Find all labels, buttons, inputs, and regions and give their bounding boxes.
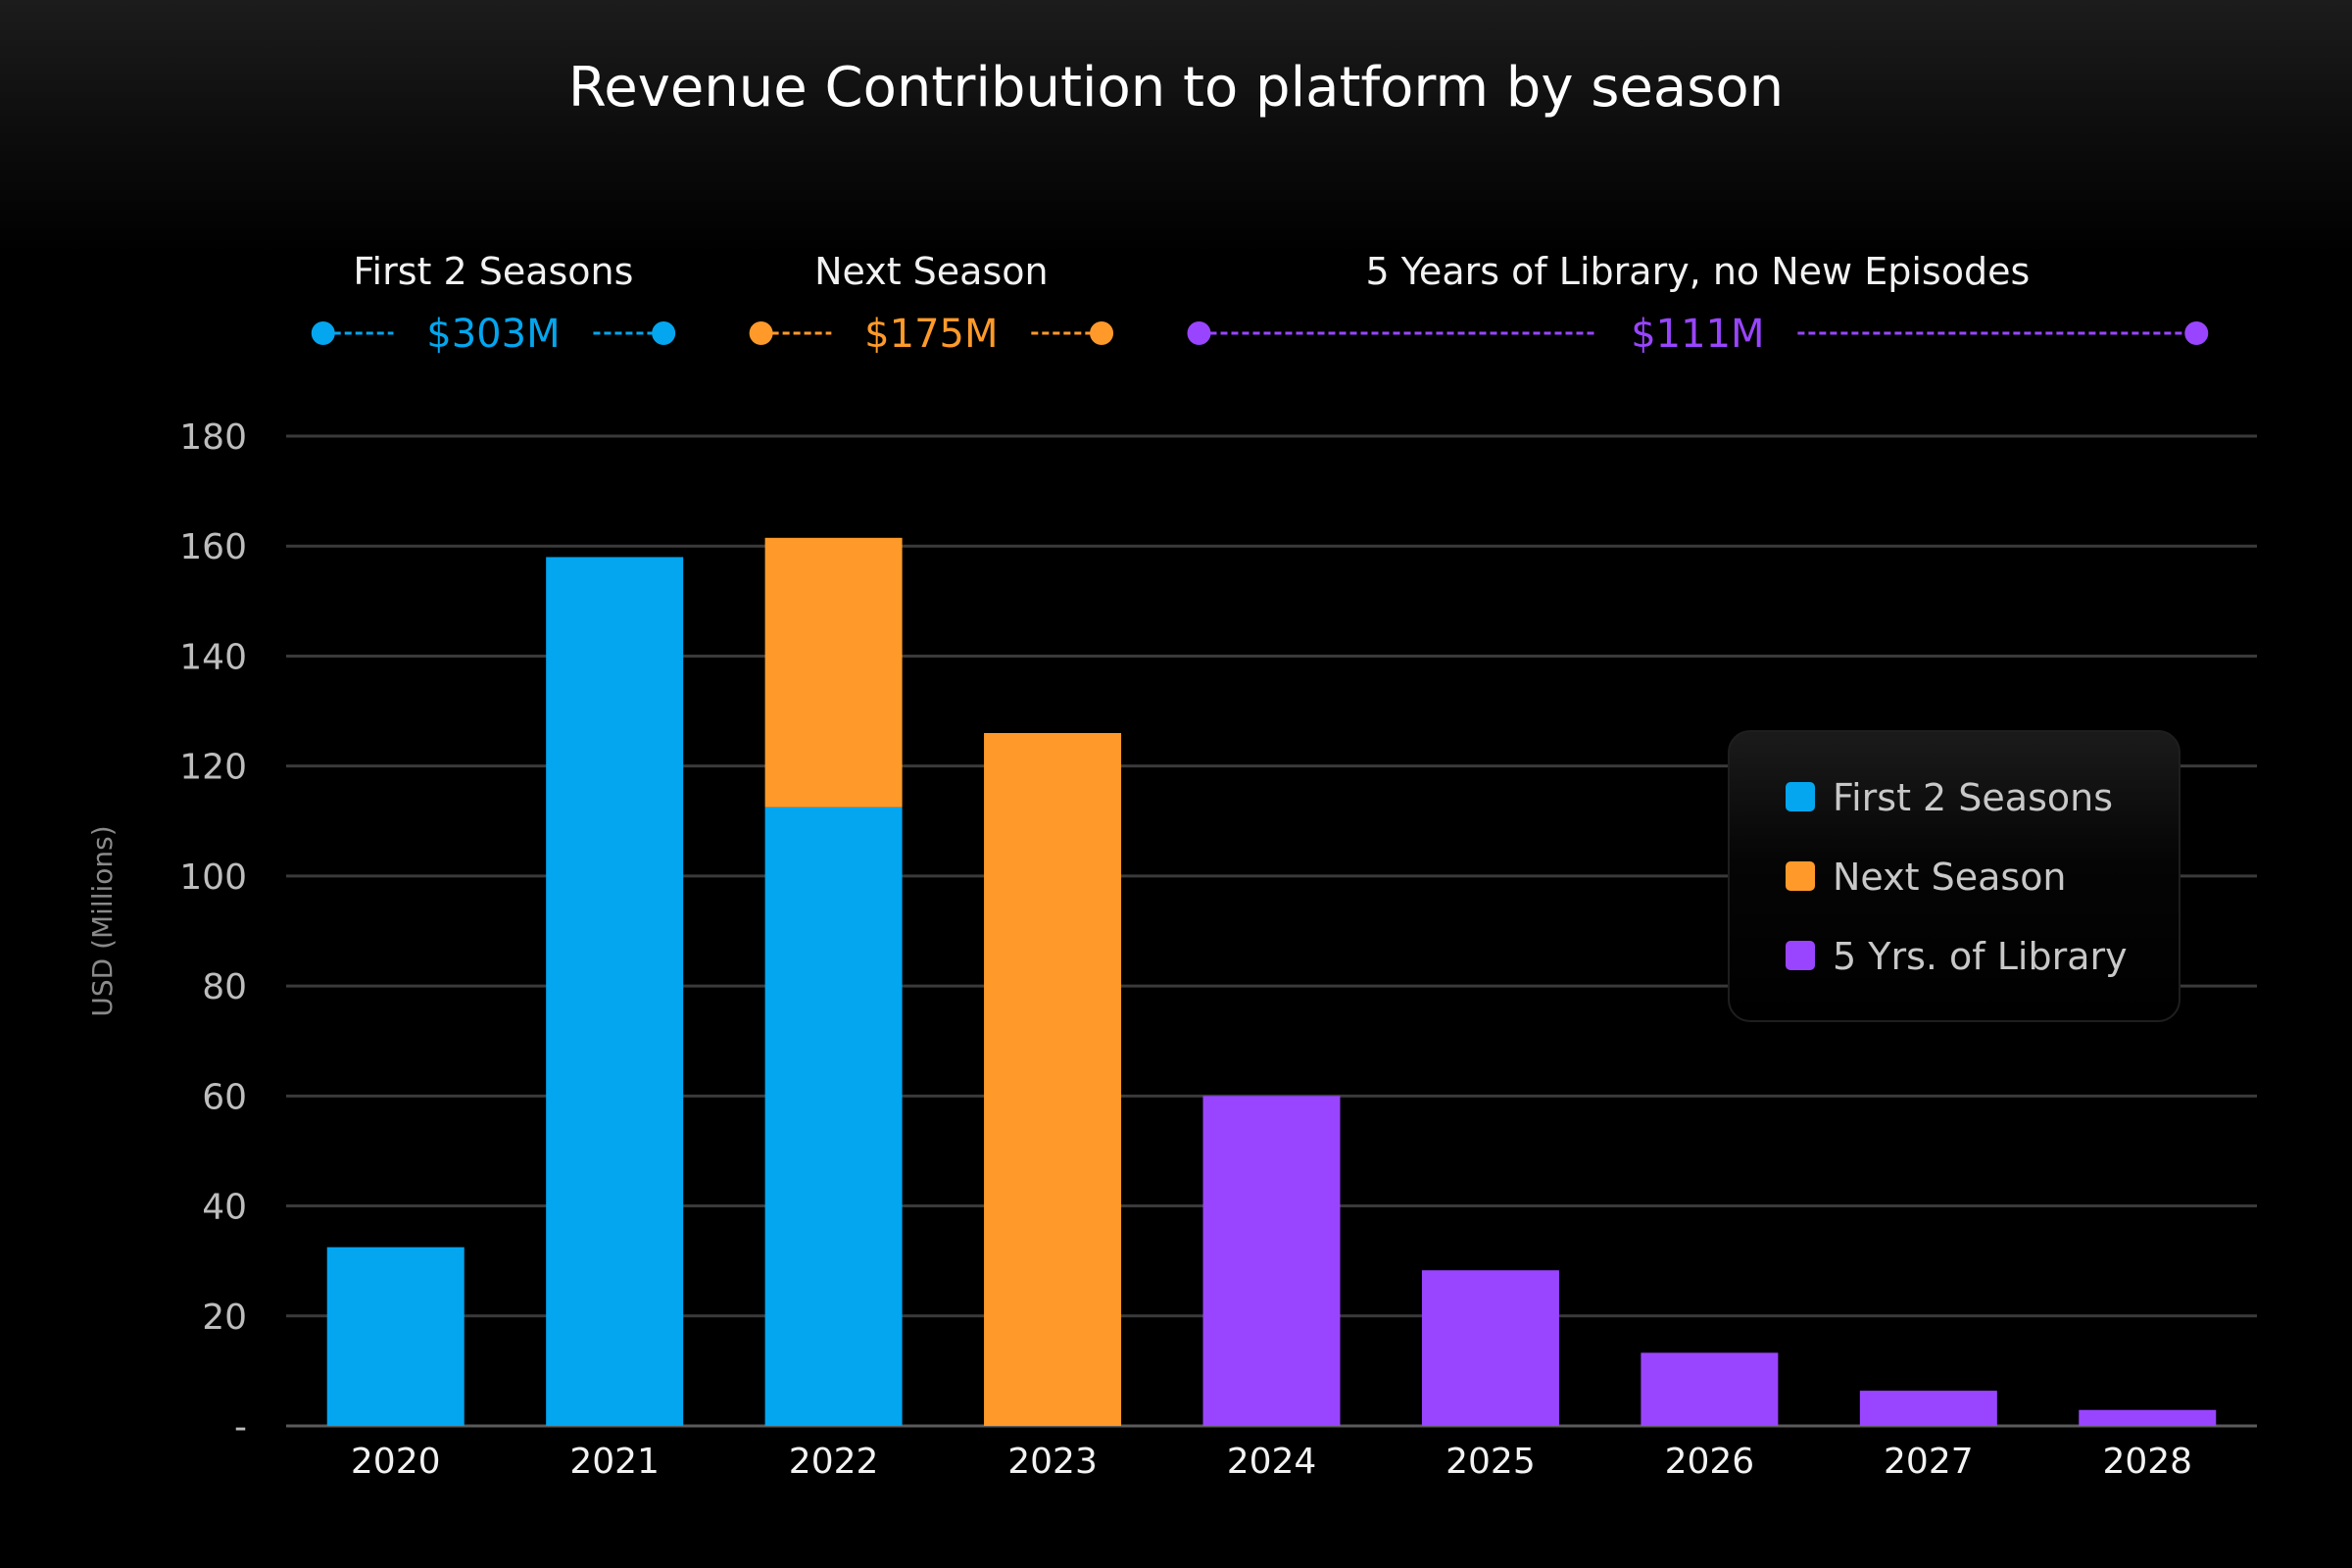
annotation-start-dot <box>749 321 773 345</box>
x-tick-label: 2025 <box>1446 1442 1536 1482</box>
y-tick-label: 80 <box>202 967 247 1007</box>
bar-2027-5-yrs-of-library <box>1859 1391 1997 1426</box>
legend-label: 5 Yrs. of Library <box>1833 935 2128 978</box>
y-tick-label: 20 <box>202 1298 247 1338</box>
bar-2023-next-season <box>984 733 1122 1426</box>
x-axis-ticks: 2020 2021 2022 2023 2024 2025 2026 2027 2028 <box>351 1442 2192 1482</box>
legend-item: Next Season <box>1786 856 2067 899</box>
annotation-label: 5 Years of Library, no New Episodes <box>1366 250 2031 293</box>
bar-2022-first-2-seasons <box>764 807 903 1426</box>
x-tick-label: 2024 <box>1227 1442 1317 1482</box>
annotation-0: First 2 Seasons $303M <box>311 250 676 357</box>
bar-2022-next-season <box>764 537 903 808</box>
annotation-value: $111M <box>1631 312 1764 357</box>
x-tick-label: 2022 <box>789 1442 879 1482</box>
x-tick-label: 2020 <box>351 1442 441 1482</box>
legend-swatch <box>1786 782 1815 811</box>
bar-2024-5-yrs-of-library <box>1202 1096 1341 1426</box>
legend-item: First 2 Seasons <box>1786 776 2113 819</box>
annotation-end-dot <box>2184 321 2209 345</box>
y-tick-label: 60 <box>202 1077 247 1117</box>
y-tick-label: 40 <box>202 1188 247 1228</box>
y-tick-label: 100 <box>179 858 247 898</box>
legend: First 2 Seasons Next Season 5 Yrs. of Libr… <box>1728 730 2180 1022</box>
x-tick-label: 2023 <box>1007 1442 1098 1482</box>
legend-label: First 2 Seasons <box>1833 776 2113 819</box>
legend-box <box>1728 730 2180 1022</box>
annotation-end-dot <box>1090 321 1114 345</box>
bar-2025-5-yrs-of-library <box>1421 1270 1559 1426</box>
x-tick-label: 2026 <box>1665 1442 1755 1482</box>
legend-label: Next Season <box>1833 856 2067 899</box>
x-tick-label: 2021 <box>569 1442 660 1482</box>
y-tick-label: 160 <box>179 527 247 567</box>
bar-2026-5-yrs-of-library <box>1641 1352 1779 1426</box>
annotation-label: Next Season <box>814 250 1049 293</box>
annotation-start-dot <box>311 321 335 345</box>
annotation-start-dot <box>1187 321 1211 345</box>
annotation-value: $175M <box>864 312 998 357</box>
annotation-label: First 2 Seasons <box>353 250 633 293</box>
legend-swatch <box>1786 941 1815 970</box>
y-axis-ticks: - 20 40 60 80 100 120 140 160 180 <box>179 417 247 1447</box>
bars <box>326 537 2217 1426</box>
y-tick-label: - <box>234 1407 247 1447</box>
annotation-end-dot <box>652 321 676 345</box>
legend-item: 5 Yrs. of Library <box>1786 935 2128 978</box>
bar-2028-5-yrs-of-library <box>2079 1409 2217 1426</box>
annotation-2: 5 Years of Library, no New Episodes $111M <box>1187 250 2209 357</box>
chart-title: Revenue Contribution to platform by seas… <box>568 56 1784 120</box>
bar-2020-first-2-seasons <box>326 1247 465 1426</box>
y-axis-label: USD (Millions) <box>86 825 119 1016</box>
y-tick-label: 180 <box>179 417 247 458</box>
annotation-1: Next Season $175M <box>749 250 1114 357</box>
y-tick-label: 140 <box>179 637 247 677</box>
legend-swatch <box>1786 861 1815 891</box>
x-tick-label: 2027 <box>1884 1442 1974 1482</box>
x-tick-label: 2028 <box>2102 1442 2192 1482</box>
period-annotations: First 2 Seasons $303M Next Season $175M 5 Ye… <box>311 250 2209 357</box>
bar-2021-first-2-seasons <box>546 557 684 1426</box>
y-tick-label: 120 <box>179 748 247 788</box>
annotation-value: $303M <box>426 312 560 357</box>
